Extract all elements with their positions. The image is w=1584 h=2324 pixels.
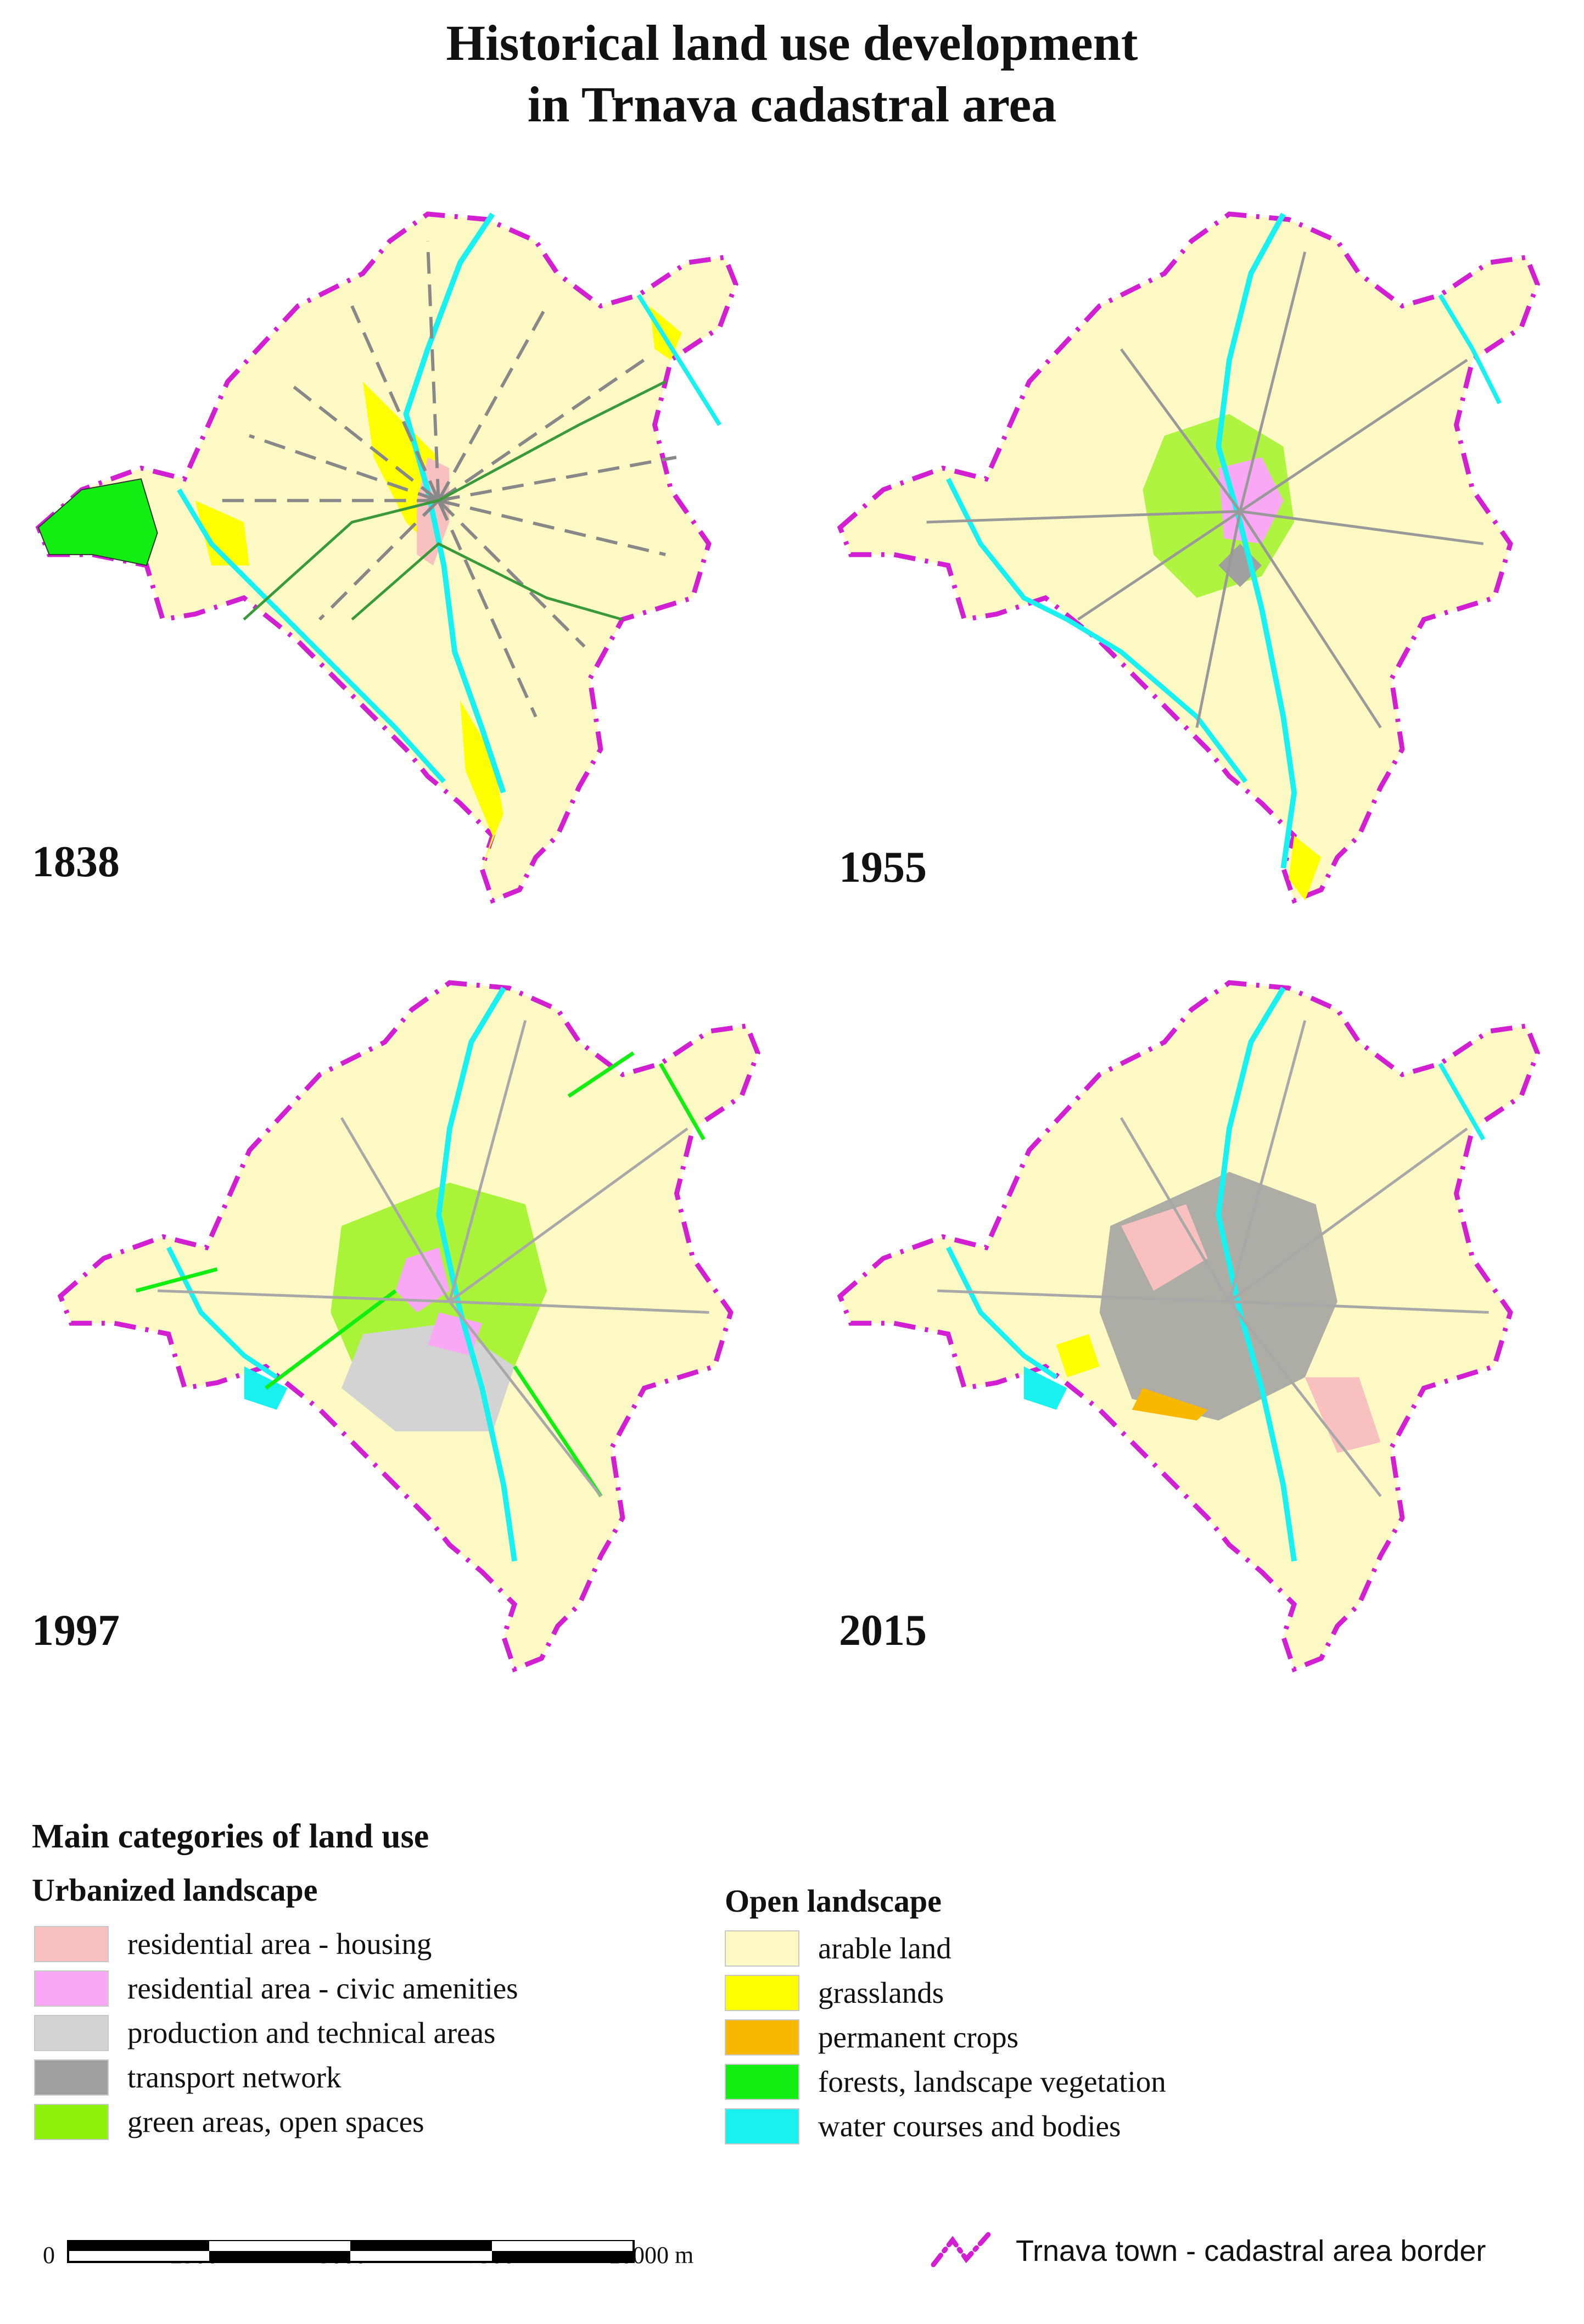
legend-item: green areas, open spaces xyxy=(34,2099,518,2144)
legend-open-list: arable land grasslands permanent crops f… xyxy=(725,1926,1166,2148)
legend-open-title: Open landscape xyxy=(725,1883,942,1919)
map-1955 xyxy=(813,209,1570,911)
legend-label: grasslands xyxy=(818,1975,944,2009)
map-2015 xyxy=(813,977,1570,1680)
legend-item: permanent crops xyxy=(725,2015,1166,2059)
border-legend: Trnava town - cadastral area border xyxy=(928,2229,1486,2273)
legend-item: water courses and bodies xyxy=(725,2104,1166,2148)
legend-label: green areas, open spaces xyxy=(127,2104,424,2138)
scale-bar xyxy=(67,2240,635,2263)
legend-label: residential area - civic amenities xyxy=(127,1971,518,2005)
year-label-1955: 1955 xyxy=(839,843,927,892)
year-label-1997: 1997 xyxy=(32,1606,120,1655)
cadastral-border-symbol xyxy=(931,2232,991,2267)
legend-item: forests, landscape vegetation xyxy=(725,2059,1166,2104)
legend-item: residential area - housing xyxy=(34,1922,518,1966)
legend-urbanized-list: residential area - housing residential a… xyxy=(34,1922,518,2144)
legend-swatch xyxy=(34,1925,109,1962)
legend-swatch xyxy=(725,1974,799,2011)
legend-heading: Main categories of land use xyxy=(32,1818,429,1855)
map-1997 xyxy=(33,977,791,1680)
year-label-1838: 1838 xyxy=(32,838,120,886)
legend-swatch xyxy=(725,2019,799,2056)
map-panel-2015 xyxy=(813,977,1570,1680)
legend-label: production and technical areas xyxy=(127,2015,496,2049)
legend-item: production and technical areas xyxy=(34,2011,518,2055)
legend-swatch xyxy=(725,2108,799,2144)
legend-swatch xyxy=(34,1970,109,2007)
legend-item: grasslands xyxy=(725,1970,1166,2015)
page-title: Historical land use development in Trnav… xyxy=(0,12,1584,135)
legend-swatch xyxy=(34,2103,109,2140)
legend-label: water courses and bodies xyxy=(818,2109,1121,2143)
legend-item: arable land xyxy=(725,1926,1166,1970)
legend-label: arable land xyxy=(818,1931,951,1965)
legend-swatch xyxy=(34,2014,109,2051)
map-panel-1997 xyxy=(33,977,791,1680)
title-line-2: in Trnava cadastral area xyxy=(527,76,1057,132)
legend-label: permanent crops xyxy=(818,2020,1018,2054)
year-label-2015: 2015 xyxy=(839,1606,927,1655)
legend-urbanized-title: Urbanized landscape xyxy=(32,1872,318,1908)
map-1838 xyxy=(11,209,769,911)
cadastral-border-label: Trnava town - cadastral area border xyxy=(1016,2235,1486,2267)
legend-swatch xyxy=(34,2059,109,2096)
legend-item: residential area - civic amenities xyxy=(34,1966,518,2011)
scale-tick-label: 0 xyxy=(43,2242,55,2269)
legend-label: residential area - housing xyxy=(127,1927,432,1961)
legend-item: transport network xyxy=(34,2055,518,2099)
legend-swatch xyxy=(725,2063,799,2100)
title-line-1: Historical land use development xyxy=(446,15,1138,71)
legend-swatch xyxy=(725,1930,799,1967)
map-panel-1838 xyxy=(11,209,769,911)
legend-label: forests, landscape vegetation xyxy=(818,2064,1166,2098)
map-panel-1955 xyxy=(813,209,1570,911)
legend-label: transport network xyxy=(127,2060,342,2094)
